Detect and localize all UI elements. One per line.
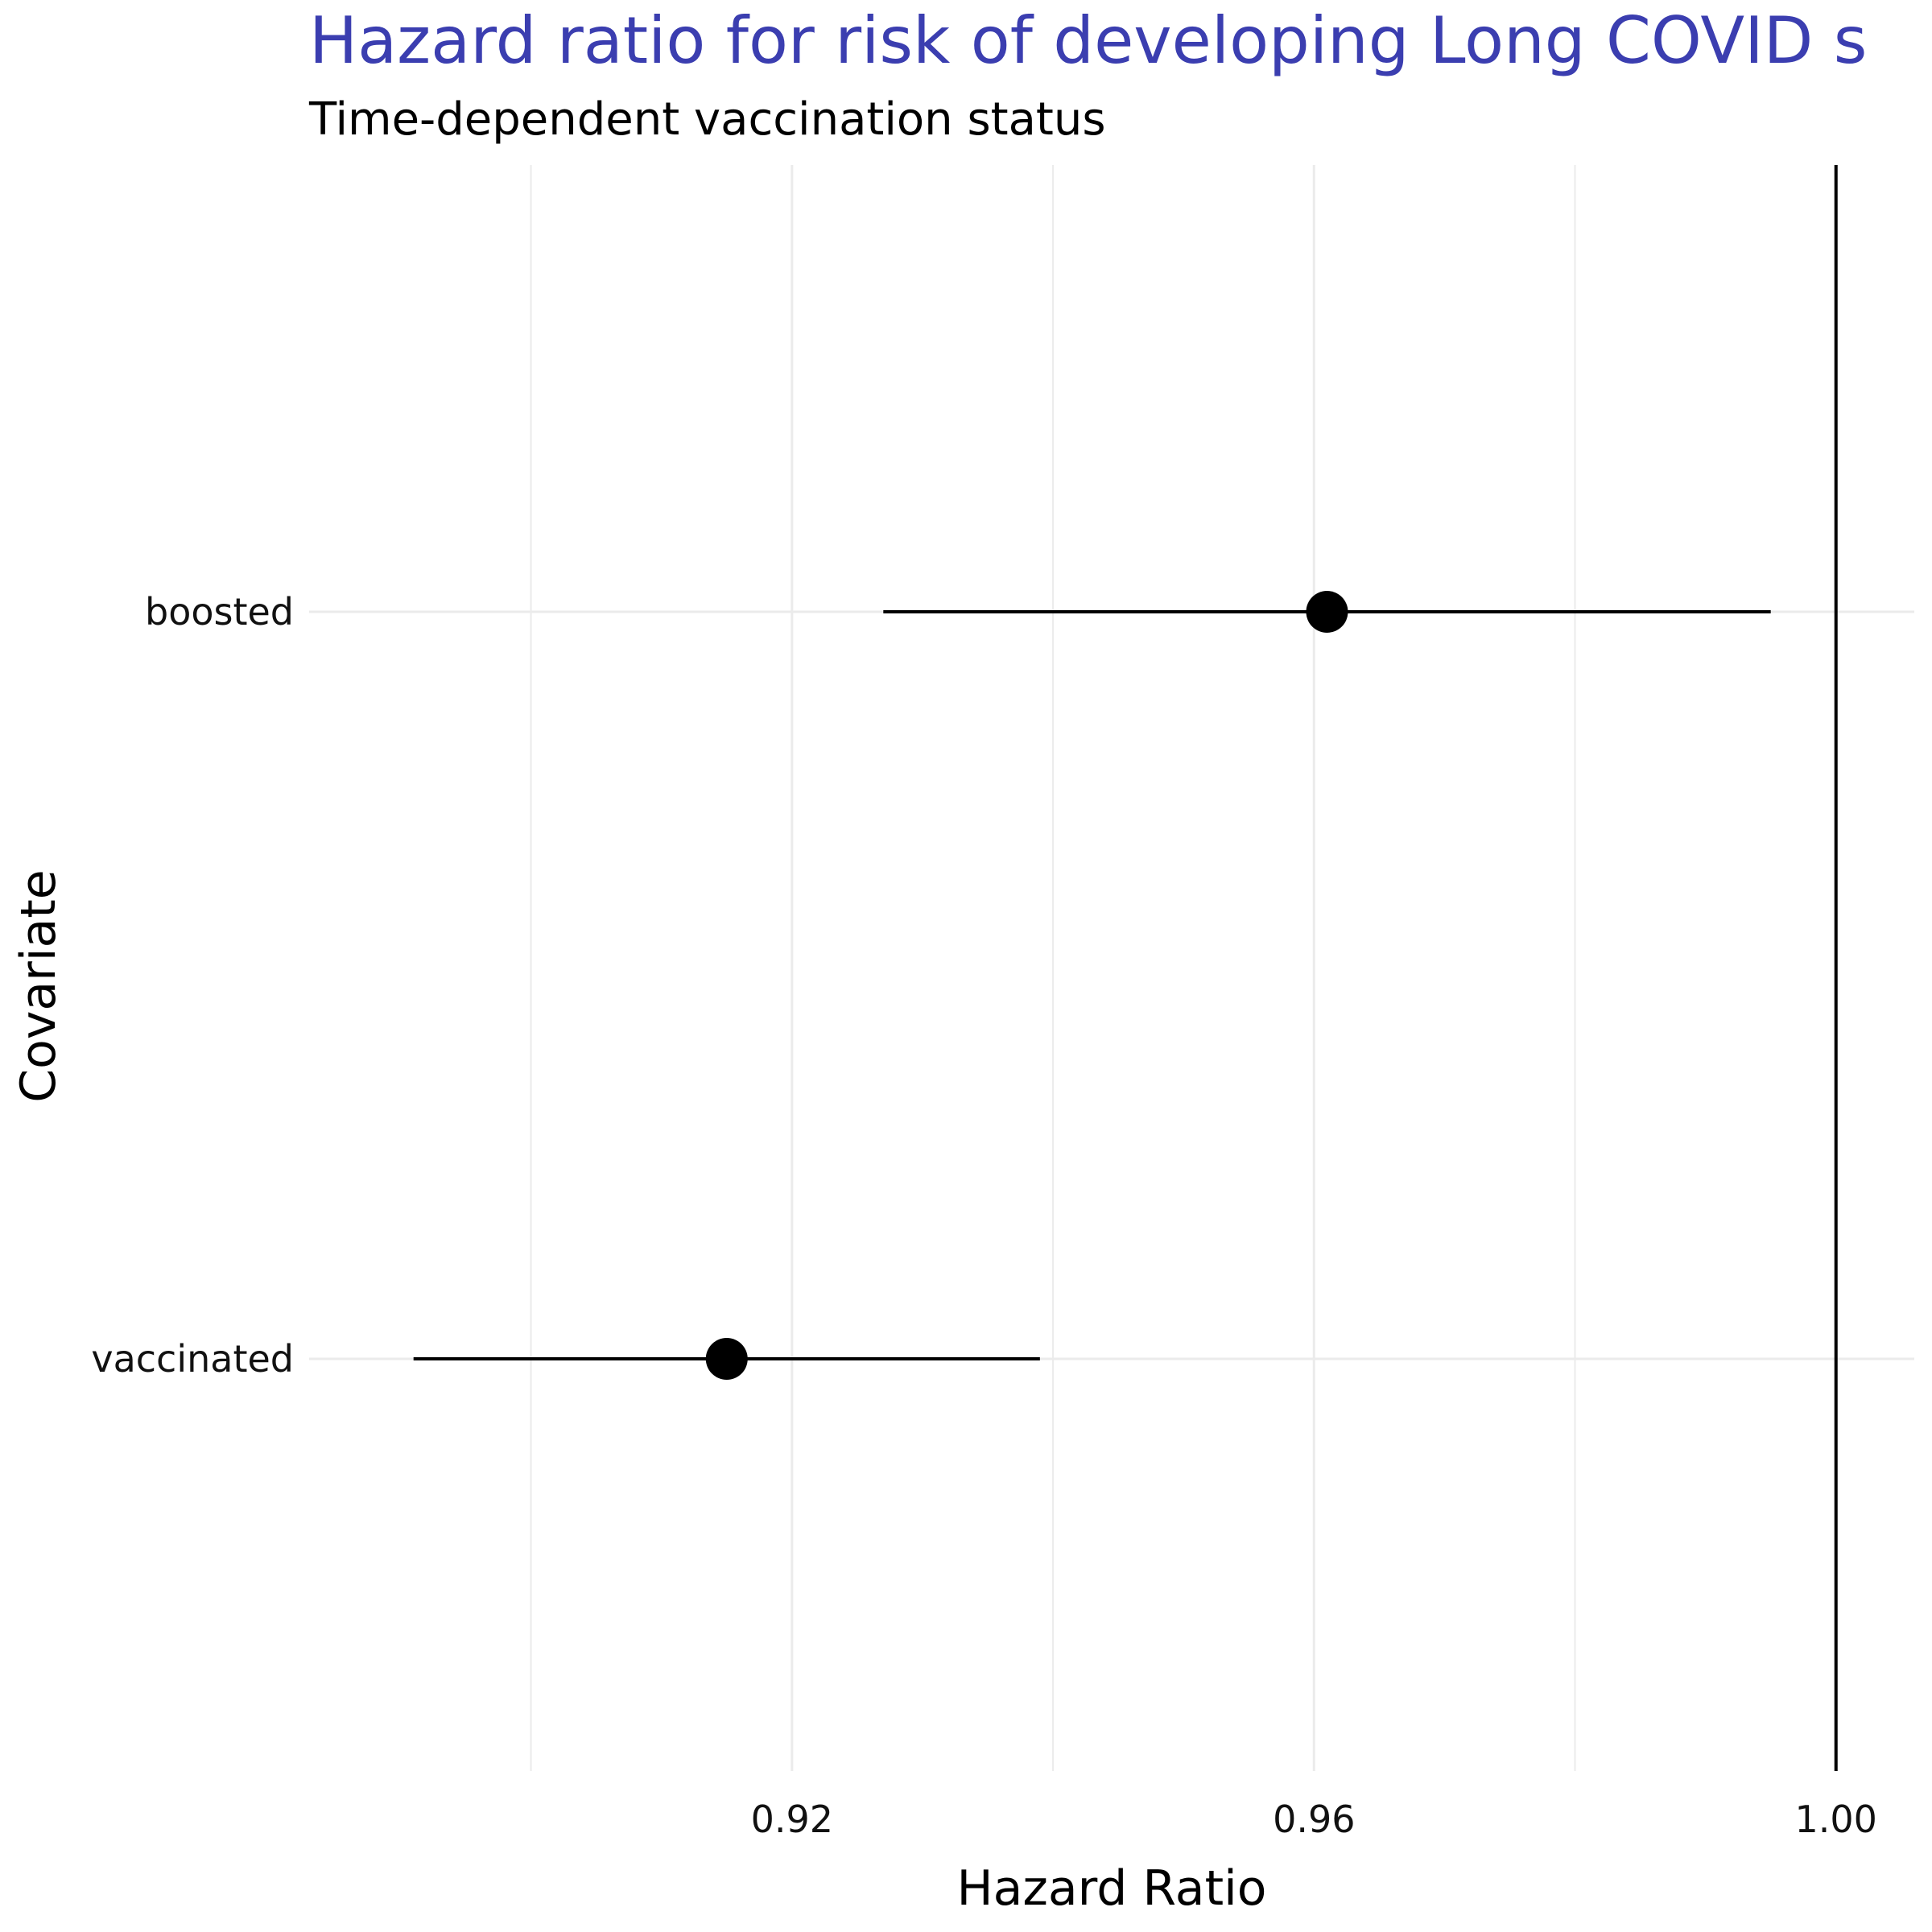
x-tick-label: 1.00 bbox=[1795, 1798, 1877, 1841]
estimate-point bbox=[705, 1338, 748, 1380]
y-axis-title: Covariate bbox=[10, 869, 67, 1102]
y-tick-labels: boosted vaccinated bbox=[91, 590, 294, 1381]
x-tick-label: 0.96 bbox=[1273, 1798, 1355, 1841]
x-axis-title: Hazard Ratio bbox=[957, 1860, 1267, 1917]
x-tick-labels: 0.92 0.96 1.00 bbox=[751, 1798, 1877, 1841]
y-tick-label: vaccinated bbox=[91, 1337, 294, 1381]
chart-title: Hazard ratio for risk of developing Long… bbox=[309, 3, 1867, 78]
estimate-point bbox=[1306, 591, 1348, 633]
x-tick-label: 0.92 bbox=[751, 1798, 833, 1841]
chart-subtitle: Time-dependent vaccination status bbox=[308, 93, 1106, 146]
y-tick-label: boosted bbox=[145, 590, 294, 634]
data-marks bbox=[413, 591, 1771, 1380]
